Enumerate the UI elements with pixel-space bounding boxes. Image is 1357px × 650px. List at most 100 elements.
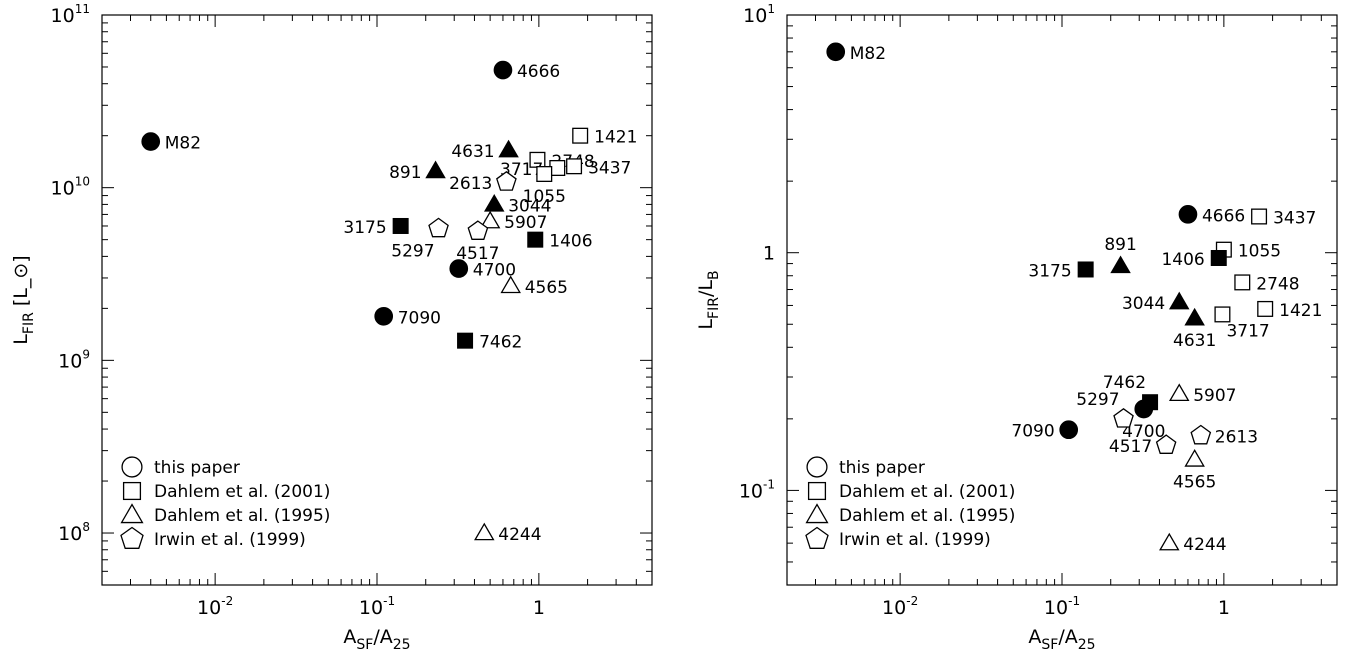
tick-exponent: 10 [75, 175, 90, 189]
point-label: 5907 [504, 213, 547, 233]
y-tick-label: 1 [763, 243, 775, 265]
point-label: 3717 [1226, 321, 1269, 341]
point-label: 1055 [523, 187, 566, 207]
x-tick-label: 1 [1218, 597, 1230, 619]
data-point-square [536, 166, 553, 183]
data-point-triangle [500, 275, 521, 294]
data-point-square [457, 332, 474, 349]
point-label: 5297 [391, 242, 434, 262]
data-point-square [1077, 261, 1094, 278]
legend-label: Irwin et al. (1999) [839, 530, 991, 550]
data-point-square [1210, 249, 1227, 266]
y-tick-label: 10-1 [739, 477, 775, 502]
tick-exponent: -1 [383, 594, 395, 608]
data-point-square [1251, 208, 1268, 225]
point-label: 3175 [343, 218, 386, 238]
data-point-circle [826, 42, 846, 62]
data-point-triangle [479, 210, 501, 229]
y-tick-label: 109 [58, 347, 90, 372]
data-point-square [1257, 300, 1274, 317]
point-label: 4700 [473, 261, 516, 281]
right-panel: 10-2 10-1 110-11101ASF/A25LFIR/LBM82466647… [695, 2, 1338, 650]
legend-label: Dahlem et al. (1995) [839, 506, 1015, 526]
data-point-circle [374, 306, 394, 326]
data-point-circle [493, 60, 513, 80]
point-label: 5297 [1076, 390, 1119, 410]
point-label: 2613 [449, 174, 492, 194]
data-point-pentagon [1113, 407, 1134, 428]
point-label: 891 [389, 163, 421, 183]
data-point-pentagon [467, 220, 489, 240]
tick-base: 10 [58, 523, 82, 545]
point-label: 3044 [1122, 294, 1165, 314]
x-tick-label: 10-1 [359, 594, 395, 619]
tick-base: 10 [359, 597, 383, 619]
legend-label: Dahlem et al. (2001) [839, 482, 1015, 502]
point-label: 1406 [1161, 250, 1204, 270]
data-point-triangle [1184, 449, 1205, 467]
point-label: 3437 [588, 158, 631, 178]
data-point-square [566, 158, 583, 175]
data-point-square [572, 127, 589, 144]
tick-base: 10 [197, 597, 221, 619]
tick-base: 10 [1044, 597, 1068, 619]
x-tick-label: 1 [533, 597, 545, 619]
point-label: 3437 [1273, 209, 1316, 229]
tick-exponent: 11 [75, 2, 90, 16]
legend-label: Dahlem et al. (1995) [154, 506, 330, 526]
point-label: M82 [165, 134, 201, 154]
point-label: 4631 [451, 142, 494, 162]
point-label: 4244 [498, 525, 541, 545]
y-axis-label: LFIR/LB [695, 270, 722, 329]
legend-circle-icon [121, 456, 143, 478]
data-point-circle [1059, 420, 1079, 440]
point-label: 5907 [1193, 386, 1236, 406]
data-point-square [1214, 306, 1231, 323]
legend-label: this paper [839, 458, 925, 478]
tick-base: 1 [533, 597, 545, 619]
y-tick-label: 108 [58, 520, 90, 545]
data-point-square [392, 217, 409, 234]
legend-circle-icon [806, 456, 828, 478]
tick-exponent: 8 [82, 520, 90, 534]
x-axis-label: ASF/A25 [343, 626, 410, 650]
tick-base: 1 [763, 243, 775, 265]
tick-exponent: -2 [906, 594, 918, 608]
data-point-triangle [474, 522, 495, 541]
y-axis-label: LFIR [L_⊙] [10, 255, 37, 344]
tick-exponent: 1 [767, 2, 775, 16]
data-point-triangle [1168, 383, 1190, 402]
y-tick-label: 1011 [51, 2, 90, 27]
data-point-pentagon [1155, 434, 1177, 454]
data-point-triangle [483, 193, 505, 212]
point-label: 4517 [1109, 437, 1152, 457]
tick-exponent: 9 [82, 347, 90, 361]
point-label: 2748 [1256, 274, 1299, 294]
legend-pentagon-icon [120, 526, 144, 549]
data-point-square [1234, 274, 1251, 291]
point-label: 1055 [1238, 242, 1281, 262]
point-label: 7462 [1103, 373, 1146, 393]
point-label: 891 [1104, 235, 1136, 255]
tick-exponent: -1 [1068, 594, 1080, 608]
point-label: 1421 [1279, 301, 1322, 321]
tick-exponent: -2 [221, 594, 233, 608]
data-point-circle [1178, 205, 1198, 224]
x-axis-label: ASF/A25 [1028, 626, 1095, 650]
data-point-square [527, 231, 544, 248]
point-label: 1421 [594, 128, 637, 148]
data-point-triangle [1168, 291, 1190, 310]
point-label: 1406 [549, 232, 592, 252]
point-label: 7462 [479, 333, 522, 353]
tick-base: 1 [1218, 597, 1230, 619]
legend-triangle-icon [120, 503, 144, 524]
data-point-triangle [1184, 307, 1205, 326]
x-tick-label: 10-1 [1044, 594, 1080, 619]
legend-label: Irwin et al. (1999) [154, 530, 306, 550]
point-label: 4244 [1183, 535, 1226, 555]
data-point-triangle [498, 139, 519, 158]
legend-label: this paper [154, 458, 240, 478]
point-label: 4700 [1122, 422, 1165, 442]
point-label: 4666 [1202, 206, 1245, 226]
